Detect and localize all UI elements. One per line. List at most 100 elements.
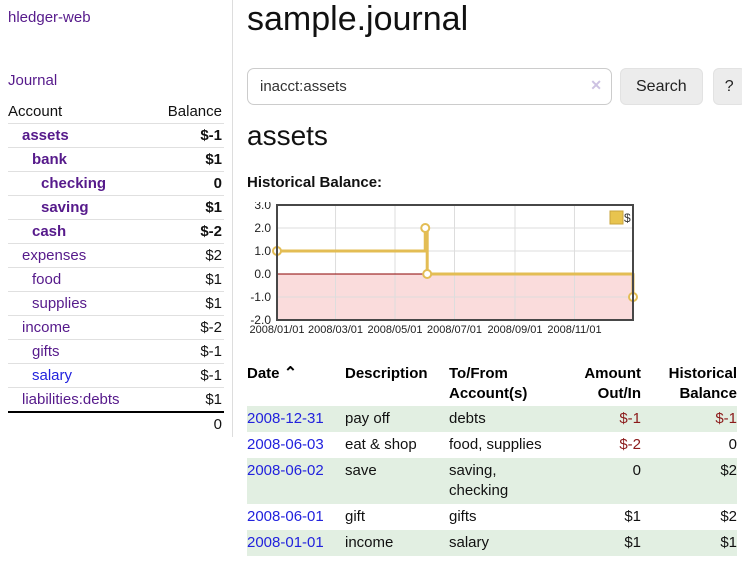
x-tick-label: 2008/05/01 <box>367 324 422 336</box>
account-link-checking[interactable]: checking <box>41 175 107 192</box>
account-link-cash[interactable]: cash <box>32 223 67 240</box>
account-link-food[interactable]: food <box>32 271 62 288</box>
sidebar-item-journal[interactable]: Journal <box>8 72 58 89</box>
col-header-description: Description <box>345 365 428 382</box>
account-row: income $-2 <box>8 315 224 340</box>
register-header-row: Date ⌃ Description To/From Account(s) Am… <box>247 362 737 406</box>
legend-label: $ <box>624 211 631 225</box>
register-balance: $-1 <box>715 410 737 427</box>
register-row: 2008-06-01 gift gifts $1 $2 <box>247 504 737 530</box>
register-description: eat & shop <box>345 436 417 453</box>
account-balance: $1 <box>151 291 224 316</box>
account-balance: $2 <box>151 243 224 268</box>
sort-asc-icon: ⌃ <box>283 365 298 382</box>
account-row: liabilities:debts $1 <box>8 387 224 412</box>
x-tick-label: 2008/11/01 <box>547 324 601 336</box>
register-date-link[interactable]: 2008-06-01 <box>247 508 324 525</box>
sidebar: hledger-web Journal Account Balance asse… <box>0 0 233 437</box>
register-accounts: salary <box>449 534 490 551</box>
search-form: ✕ Search ? <box>247 68 742 105</box>
x-tick-label: 2008/07/01 <box>427 324 482 336</box>
register-amount: $1 <box>624 508 641 525</box>
account-link-supplies[interactable]: supplies <box>32 295 88 312</box>
register-description: save <box>345 462 377 479</box>
y-tick-label: 1.0 <box>254 244 271 258</box>
register-amount: $-1 <box>619 410 641 427</box>
app-title-link[interactable]: hledger-web <box>8 9 91 26</box>
register-balance: 0 <box>728 436 737 453</box>
account-row: salary $-1 <box>8 363 224 388</box>
y-tick-label: 3.0 <box>254 202 271 212</box>
account-link-assets[interactable]: assets <box>22 127 69 144</box>
register-row: 2008-06-03 eat & shop food, supplies $-2 0 <box>247 432 737 458</box>
data-point <box>422 269 433 279</box>
register-description: income <box>345 534 394 551</box>
x-tick-label: 2008/01/01 <box>249 324 304 336</box>
account-balance: $-1 <box>200 127 222 144</box>
account-row: expenses $2 <box>8 243 224 268</box>
account-link-expenses[interactable]: expenses <box>22 247 87 264</box>
accounts-total-balance: 0 <box>151 411 224 436</box>
col-header-amount: Amount Out/In <box>584 365 641 402</box>
register-balance: $2 <box>720 462 737 479</box>
register-row: 2008-12-31 pay off debts $-1 $-1 <box>247 406 737 432</box>
main-content: sample.journal ✕ Search ? assets Histori… <box>247 0 742 582</box>
x-tick-label: 2008/09/01 <box>487 324 542 336</box>
y-tick-label: -1.0 <box>250 290 271 304</box>
account-link-salary[interactable]: salary <box>32 367 73 384</box>
data-point <box>420 223 431 233</box>
accounts-header-account: Account <box>8 100 152 124</box>
account-link-gifts[interactable]: gifts <box>32 343 60 360</box>
search-help-button[interactable]: ? <box>712 68 742 105</box>
account-link-liabilities:debts[interactable]: liabilities:debts <box>22 391 120 408</box>
register-description: pay off <box>345 410 390 427</box>
register-date-link[interactable]: 2008-12-31 <box>247 410 324 427</box>
account-heading: assets <box>247 120 328 151</box>
account-balance: $1 <box>151 387 224 412</box>
account-balance: 0 <box>151 171 224 196</box>
register-table: Date ⌃ Description To/From Account(s) Am… <box>247 362 737 556</box>
register-date-link[interactable]: 2008-01-01 <box>247 534 324 551</box>
register-accounts: debts <box>449 410 486 427</box>
accounts-header-balance: Balance <box>151 100 224 124</box>
register-amount: 0 <box>632 462 641 479</box>
register-amount: $1 <box>624 534 641 551</box>
account-link-bank[interactable]: bank <box>32 151 68 168</box>
account-row: assets $-1 <box>8 124 224 148</box>
account-row: checking 0 <box>8 171 224 196</box>
clear-search-icon[interactable]: ✕ <box>590 77 602 93</box>
col-header-date[interactable]: Date ⌃ <box>247 365 298 382</box>
y-tick-label: 0.0 <box>254 267 271 281</box>
account-link-saving[interactable]: saving <box>41 199 89 216</box>
register-accounts: food, supplies <box>449 436 542 453</box>
account-balance: $1 <box>151 147 224 172</box>
legend-swatch <box>609 210 624 225</box>
page-title: sample.journal <box>247 0 469 38</box>
register-row: 2008-01-01 income salary $1 $1 <box>247 530 737 556</box>
account-row: cash $-2 <box>8 219 224 244</box>
x-tick-label: 2008/03/01 <box>308 324 363 336</box>
register-description: gift <box>345 508 366 525</box>
account-balance: $-2 <box>151 315 224 340</box>
account-balance: $-1 <box>151 339 224 364</box>
chart-border <box>276 204 634 321</box>
register-date-link[interactable]: 2008-06-03 <box>247 436 324 453</box>
register-balance: $1 <box>720 534 737 551</box>
col-header-accounts: To/From Account(s) <box>449 365 528 402</box>
account-link-income[interactable]: income <box>22 319 71 336</box>
search-input[interactable] <box>247 68 612 105</box>
register-date-link[interactable]: 2008-06-02 <box>247 462 324 479</box>
register-balance: $2 <box>720 508 737 525</box>
account-row: food $1 <box>8 267 224 292</box>
accounts-header-row: Account Balance <box>8 100 224 124</box>
account-row: supplies $1 <box>8 291 224 316</box>
register-row: 2008-06-02 save saving, checking 0 $2 <box>247 458 737 504</box>
account-balance: $-2 <box>151 219 224 244</box>
register-accounts: saving, checking <box>449 462 509 499</box>
y-tick-label: -2.0 <box>250 313 271 327</box>
account-row: saving $1 <box>8 195 224 220</box>
col-header-balance: Historical Balance <box>668 365 737 402</box>
account-row: gifts $-1 <box>8 339 224 364</box>
search-button[interactable]: Search <box>620 68 703 105</box>
